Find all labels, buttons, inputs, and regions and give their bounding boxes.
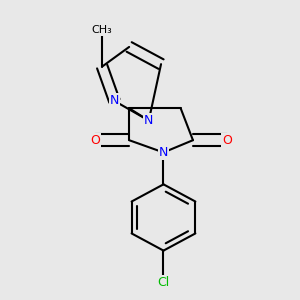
Text: CH₃: CH₃: [92, 25, 112, 35]
Text: N: N: [159, 146, 168, 159]
Text: N: N: [144, 114, 154, 127]
Text: O: O: [90, 134, 100, 147]
Text: Cl: Cl: [158, 276, 169, 289]
Text: N: N: [110, 94, 119, 107]
Text: O: O: [222, 134, 232, 147]
